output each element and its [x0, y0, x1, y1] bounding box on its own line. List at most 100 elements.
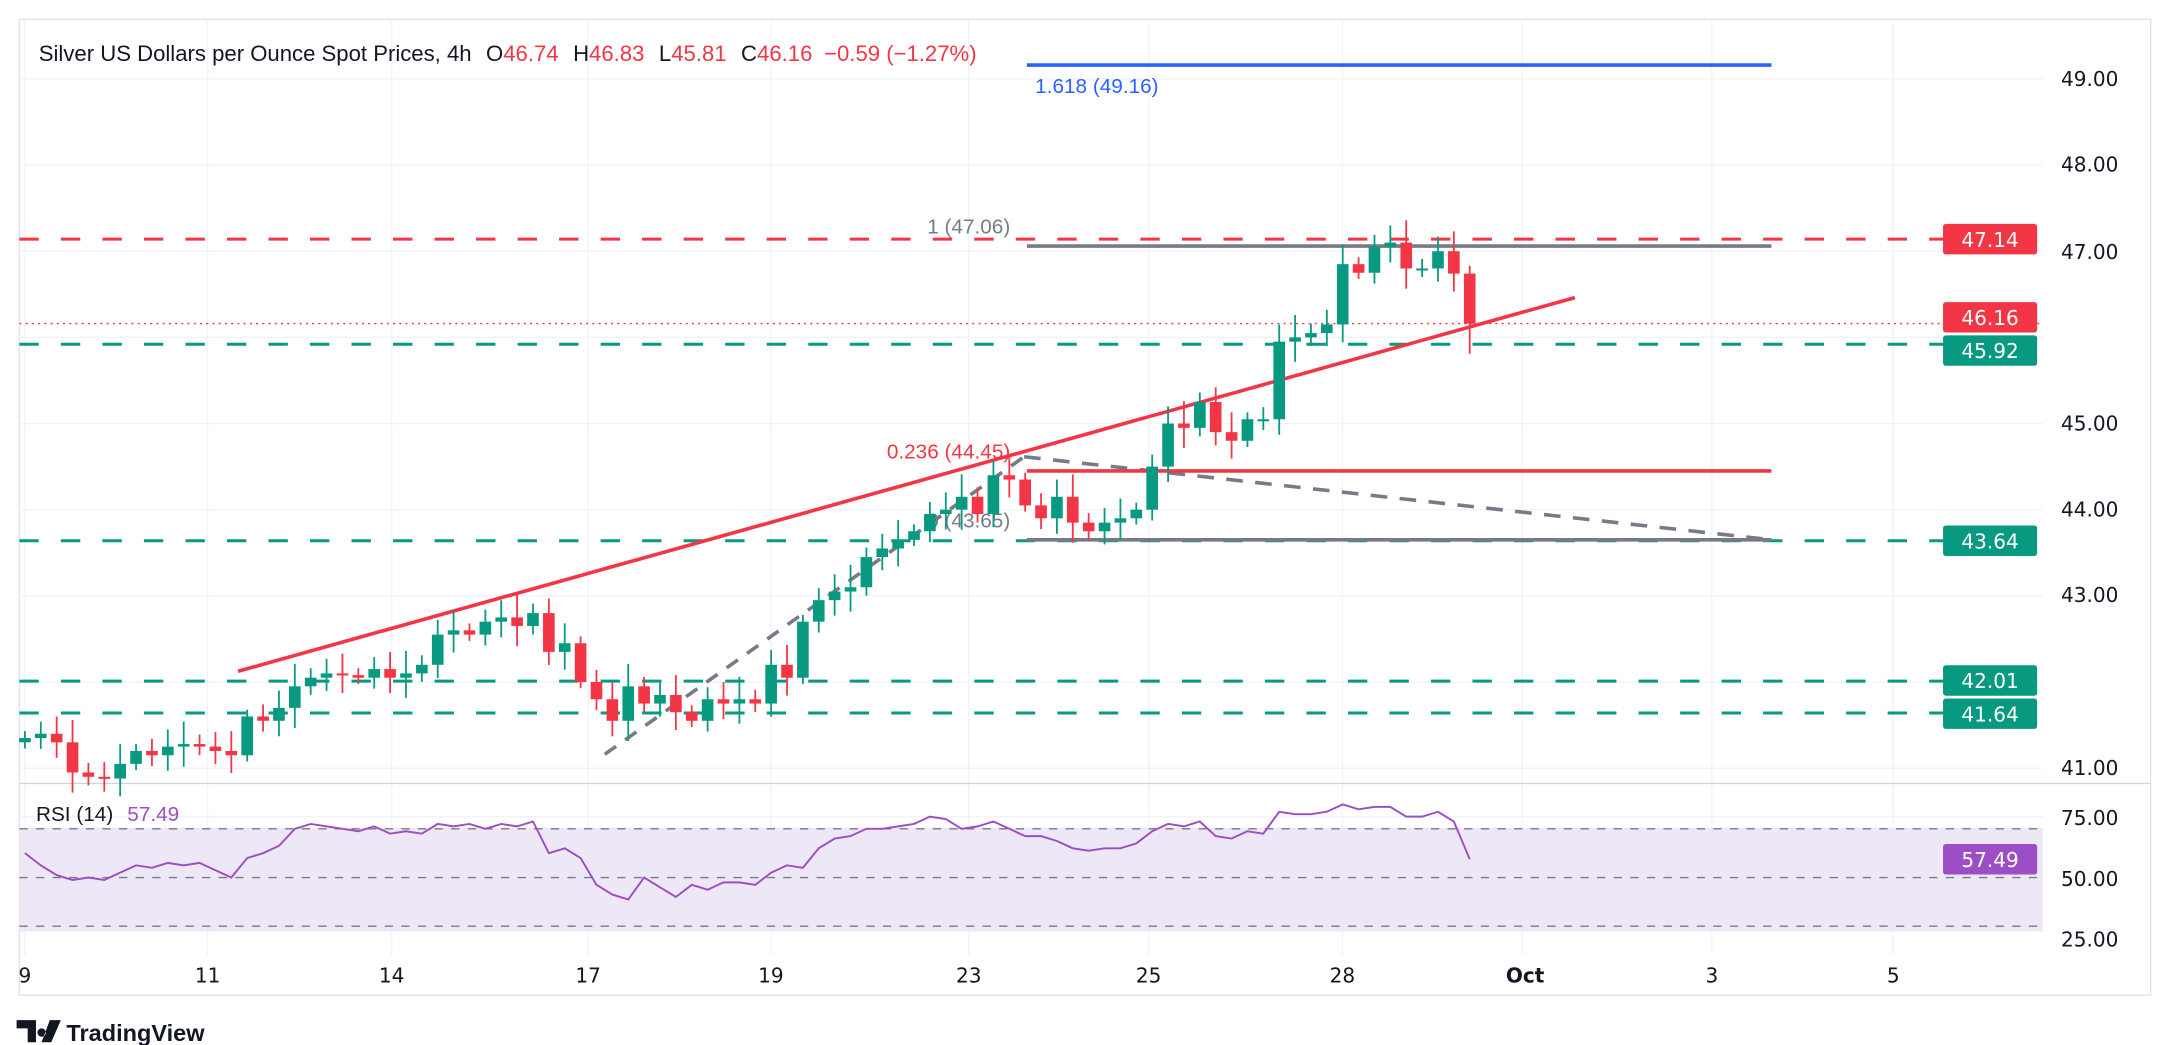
candle [193, 734, 206, 756]
candle [66, 719, 79, 793]
candle-body [828, 591, 841, 601]
candle-body [19, 738, 31, 743]
candle-body [34, 733, 47, 739]
y-tick: 43.00 [2061, 583, 2118, 607]
candle-body [447, 630, 460, 635]
candles [19, 220, 1476, 797]
y-tick: 47.00 [2061, 240, 2118, 264]
candle-body [955, 496, 968, 510]
low-value: 45.81 [671, 41, 726, 66]
candle [685, 705, 698, 727]
candle [241, 709, 254, 762]
tradingview-logo-icon [16, 1020, 61, 1043]
last-price-badge [1943, 302, 2038, 333]
candle [19, 731, 31, 749]
candle-body [1051, 496, 1063, 519]
candle-body [257, 716, 269, 721]
tradingview-logo[interactable]: TradingView [16, 1020, 206, 1045]
candle-body [1321, 324, 1333, 334]
candle [670, 675, 682, 731]
candle-body [543, 613, 555, 652]
open-value: 46.74 [503, 41, 558, 66]
candle-body [1305, 333, 1317, 338]
candle [654, 680, 666, 717]
candle-body [511, 617, 523, 627]
level-badge-label: 47.14 [1961, 228, 2018, 252]
candle-body [939, 509, 952, 515]
rsi-pane [24, 803, 1471, 901]
candle [1273, 324, 1286, 435]
candle [352, 668, 365, 684]
y-tick: 48.00 [2061, 153, 2118, 177]
candle [1035, 493, 1047, 530]
x-tick: 17 [575, 964, 601, 988]
candle [987, 460, 1000, 528]
candle-body [1162, 423, 1174, 467]
candle [892, 520, 904, 567]
x-tick: 25 [1136, 964, 1162, 988]
candle [876, 533, 889, 571]
candle [1289, 314, 1301, 362]
candle-body [797, 621, 809, 678]
candle [1019, 472, 1031, 512]
candle-body [670, 694, 682, 713]
candle [336, 653, 349, 693]
candle-body [1273, 341, 1286, 420]
candle [828, 574, 841, 616]
x-tick: 3 [1706, 964, 1719, 988]
candle-body [574, 643, 587, 683]
time-axis[interactable]: 9 11 14 17 19 23 25 28 Oct 3 5 [19, 964, 1900, 988]
candle-body [479, 621, 492, 635]
candle [161, 729, 174, 771]
candle [955, 474, 968, 530]
candle [130, 744, 142, 771]
candle [638, 676, 650, 713]
candle [1146, 454, 1159, 521]
candle-body [1098, 522, 1111, 532]
candle [34, 721, 47, 749]
level-badge [1943, 335, 2038, 366]
candle [1352, 257, 1365, 279]
fib-level-label: 1.618 (49.16) [1035, 75, 1158, 98]
candle [1225, 412, 1238, 459]
rsi-tick: 25.00 [2061, 928, 2118, 952]
grid [19, 19, 2043, 956]
candle-body [654, 694, 666, 704]
candle [225, 731, 238, 774]
rsi-band [19, 827, 2043, 932]
candle-body [622, 686, 635, 721]
candle [1432, 236, 1444, 282]
candle [1257, 407, 1270, 431]
candle [606, 682, 619, 737]
rsi-badge-label: 57.49 [1961, 848, 2018, 872]
candle [320, 658, 333, 691]
candle [273, 690, 285, 737]
candle-body [1225, 432, 1238, 441]
candle [717, 682, 730, 720]
ascending-trendline[interactable] [237, 295, 1576, 674]
candle-body [844, 587, 857, 592]
candle [495, 600, 508, 638]
candle [257, 704, 269, 732]
level-badge-label: 45.92 [1961, 339, 2018, 363]
candle-body [273, 707, 285, 721]
candle [590, 669, 603, 711]
fib-level-label: 0 (43.65) [927, 509, 1010, 532]
candle [1066, 474, 1079, 543]
price-axis[interactable]: 49.00 48.00 47.00 45.00 44.00 43.00 41.0… [2061, 67, 2118, 952]
candle-body [161, 746, 174, 756]
candle [701, 687, 714, 732]
candle-body [1130, 509, 1143, 519]
candle [1209, 387, 1222, 446]
rsi-tick: 50.00 [2061, 867, 2118, 891]
candle [1098, 507, 1111, 545]
candle [177, 721, 190, 767]
candle [304, 668, 317, 695]
candle-body [50, 733, 63, 743]
x-tick: 23 [956, 964, 982, 988]
candle-body [1257, 419, 1270, 422]
x-tick: 9 [19, 964, 32, 988]
candle-body [876, 548, 889, 558]
candle-body [463, 630, 476, 635]
